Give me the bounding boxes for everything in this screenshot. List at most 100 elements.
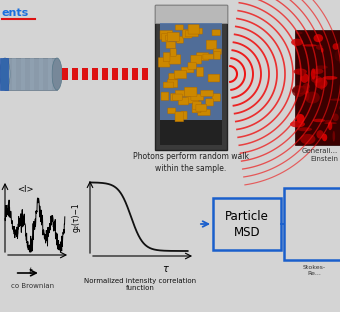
- Bar: [92, 68, 98, 80]
- FancyBboxPatch shape: [171, 94, 178, 101]
- FancyBboxPatch shape: [175, 25, 183, 30]
- Ellipse shape: [301, 73, 309, 83]
- Bar: [72, 68, 78, 80]
- FancyBboxPatch shape: [191, 55, 202, 64]
- FancyBboxPatch shape: [201, 90, 213, 96]
- Ellipse shape: [305, 91, 309, 101]
- FancyBboxPatch shape: [169, 55, 181, 64]
- Ellipse shape: [332, 114, 339, 121]
- Ellipse shape: [293, 69, 307, 75]
- FancyBboxPatch shape: [197, 53, 209, 61]
- FancyBboxPatch shape: [160, 31, 172, 40]
- Ellipse shape: [313, 34, 323, 42]
- FancyBboxPatch shape: [193, 101, 201, 110]
- FancyBboxPatch shape: [162, 33, 169, 42]
- Bar: [122, 68, 128, 80]
- Ellipse shape: [324, 122, 337, 124]
- Bar: [62, 68, 68, 80]
- Ellipse shape: [299, 70, 305, 76]
- Text: t: t: [28, 267, 31, 276]
- Ellipse shape: [325, 120, 332, 123]
- Ellipse shape: [297, 86, 309, 95]
- Bar: [21, 58, 25, 90]
- FancyBboxPatch shape: [166, 35, 174, 41]
- Ellipse shape: [292, 85, 305, 97]
- FancyBboxPatch shape: [203, 54, 214, 59]
- Ellipse shape: [333, 43, 339, 50]
- FancyBboxPatch shape: [197, 67, 203, 77]
- FancyBboxPatch shape: [170, 49, 176, 56]
- Bar: [132, 68, 138, 80]
- FancyBboxPatch shape: [167, 80, 178, 88]
- FancyBboxPatch shape: [178, 97, 189, 105]
- Text: <I>: <I>: [17, 185, 33, 194]
- Bar: [160, 23, 222, 120]
- Text: ents: ents: [2, 8, 29, 18]
- FancyBboxPatch shape: [208, 74, 220, 82]
- Ellipse shape: [313, 119, 325, 122]
- Text: Normalized intensity correlation
function: Normalized intensity correlation functio…: [84, 278, 197, 291]
- Bar: [5, 58, 57, 90]
- FancyBboxPatch shape: [181, 111, 187, 119]
- Bar: [48, 58, 52, 90]
- Text: Particle
MSD: Particle MSD: [225, 209, 269, 238]
- Ellipse shape: [0, 58, 10, 90]
- FancyBboxPatch shape: [206, 99, 214, 106]
- Bar: [160, 120, 222, 145]
- Text: g₂(τ)−1: g₂(τ)−1: [71, 202, 81, 232]
- FancyBboxPatch shape: [175, 112, 184, 122]
- Bar: [39, 58, 43, 90]
- Ellipse shape: [321, 48, 324, 53]
- Bar: [12, 58, 16, 90]
- Bar: [0, 58, 8, 90]
- FancyBboxPatch shape: [174, 71, 187, 79]
- FancyBboxPatch shape: [175, 90, 185, 96]
- Ellipse shape: [338, 42, 340, 51]
- Bar: [102, 68, 108, 80]
- Ellipse shape: [312, 68, 323, 74]
- FancyBboxPatch shape: [182, 30, 192, 38]
- Ellipse shape: [333, 131, 335, 142]
- FancyBboxPatch shape: [188, 25, 199, 34]
- Ellipse shape: [317, 130, 324, 139]
- Ellipse shape: [302, 44, 317, 46]
- Bar: [82, 68, 88, 80]
- FancyBboxPatch shape: [213, 49, 221, 55]
- FancyBboxPatch shape: [206, 40, 217, 50]
- Ellipse shape: [303, 83, 310, 90]
- FancyBboxPatch shape: [185, 88, 192, 95]
- Text: Photons perform random walk
within the sample.: Photons perform random walk within the s…: [133, 152, 249, 173]
- Bar: [295, 30, 340, 145]
- Ellipse shape: [322, 134, 327, 141]
- Bar: [213, 198, 281, 250]
- Bar: [112, 68, 118, 80]
- Ellipse shape: [311, 68, 316, 80]
- FancyBboxPatch shape: [192, 104, 201, 113]
- Text: Generali...
Einstein: Generali... Einstein: [302, 148, 338, 162]
- FancyBboxPatch shape: [173, 94, 182, 100]
- FancyBboxPatch shape: [191, 28, 203, 34]
- Ellipse shape: [290, 121, 305, 128]
- Ellipse shape: [291, 39, 303, 46]
- FancyBboxPatch shape: [212, 94, 220, 101]
- FancyBboxPatch shape: [191, 94, 204, 100]
- FancyBboxPatch shape: [212, 30, 220, 36]
- FancyBboxPatch shape: [166, 42, 175, 48]
- Ellipse shape: [296, 70, 304, 74]
- Ellipse shape: [292, 87, 304, 93]
- Ellipse shape: [305, 91, 320, 104]
- Ellipse shape: [316, 45, 323, 50]
- FancyBboxPatch shape: [198, 110, 210, 116]
- FancyBboxPatch shape: [163, 82, 174, 88]
- FancyBboxPatch shape: [188, 62, 196, 69]
- Ellipse shape: [323, 76, 337, 80]
- Ellipse shape: [330, 99, 340, 101]
- FancyBboxPatch shape: [186, 97, 199, 103]
- FancyBboxPatch shape: [196, 104, 207, 111]
- FancyBboxPatch shape: [176, 37, 184, 43]
- Ellipse shape: [300, 134, 316, 144]
- Bar: [155, 5, 227, 23]
- Text: co Brownian: co Brownian: [12, 283, 54, 289]
- FancyBboxPatch shape: [169, 73, 178, 80]
- FancyBboxPatch shape: [161, 92, 169, 100]
